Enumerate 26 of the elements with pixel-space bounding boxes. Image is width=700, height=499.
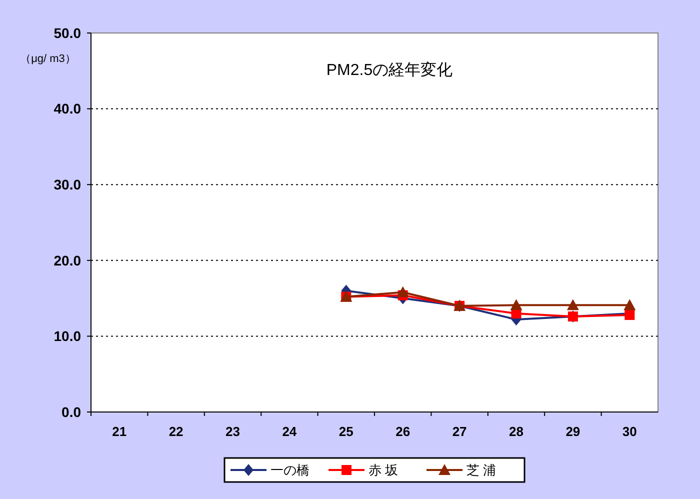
- x-tick-label: 28: [509, 424, 524, 439]
- x-tick-label: 21: [112, 424, 127, 439]
- legend-label: 赤 坂: [368, 462, 398, 478]
- y-tick-label: 10.0: [54, 328, 82, 344]
- x-tick-label: 24: [282, 424, 298, 439]
- y-axis-title: （μg/ m3）: [20, 53, 76, 65]
- x-tick-label: 30: [622, 424, 637, 439]
- y-tick-label: 0.0: [62, 404, 82, 420]
- y-tick-label: 40.0: [54, 100, 82, 117]
- legend-label: 芝 浦: [466, 462, 496, 478]
- x-tick-label: 23: [226, 424, 240, 439]
- x-tick-label: 25: [338, 424, 354, 439]
- point: [624, 299, 636, 310]
- x-tick-label: 22: [168, 424, 184, 439]
- y-tick-label: 30.0: [54, 176, 82, 192]
- text: PM2.5の経年変化: [326, 61, 453, 79]
- point: [566, 299, 579, 310]
- y-tick-label: 20.0: [54, 252, 82, 268]
- x-tick-label: 27: [452, 424, 467, 439]
- y-tick-label: 50.0: [54, 24, 82, 41]
- x-tick-label: 26: [396, 424, 410, 439]
- point: [624, 310, 635, 320]
- point: [510, 299, 522, 310]
- legend-label: 一の橋: [270, 462, 310, 478]
- x-tick-label: 29: [566, 424, 580, 439]
- point: [396, 286, 409, 298]
